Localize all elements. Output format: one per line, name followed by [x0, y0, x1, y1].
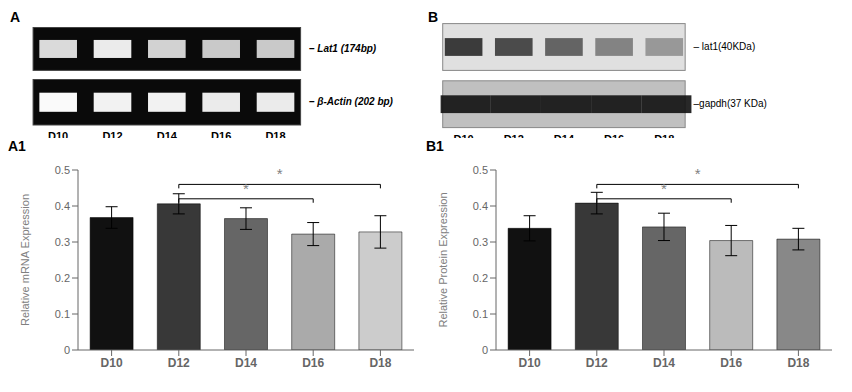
- svg-text:–gapdh(37 KDa): –gapdh(37 KDa): [694, 98, 767, 109]
- svg-text:D12: D12: [586, 356, 608, 370]
- svg-text:D14: D14: [235, 356, 257, 370]
- svg-text:D18: D18: [654, 133, 674, 138]
- svg-text:D16: D16: [720, 356, 742, 370]
- svg-text:*: *: [243, 180, 249, 197]
- svg-text:D18: D18: [369, 356, 391, 370]
- html-text:B1: B1: [426, 138, 444, 154]
- svg-text:0.1: 0.1: [55, 308, 70, 320]
- svg-text:D14: D14: [653, 356, 675, 370]
- html-text:A1: A1: [8, 138, 26, 154]
- svg-text:0: 0: [64, 344, 70, 356]
- svg-text:D16: D16: [604, 133, 624, 138]
- svg-text:D16: D16: [302, 356, 324, 370]
- svg-text:D12: D12: [168, 356, 190, 370]
- svg-text:D12: D12: [504, 133, 524, 138]
- svg-text:0.5: 0.5: [473, 164, 488, 176]
- svg-text:Relative mRNA Expression: Relative mRNA Expression: [19, 194, 31, 326]
- svg-text:D16: D16: [211, 130, 231, 138]
- svg-text:– lat1(40KDa): – lat1(40KDa): [694, 41, 756, 52]
- svg-text:D12: D12: [102, 130, 122, 138]
- svg-text:0.2: 0.2: [55, 272, 70, 284]
- svg-text:A: A: [10, 9, 20, 25]
- svg-text:D10: D10: [48, 130, 68, 138]
- svg-text:D14: D14: [554, 133, 575, 138]
- svg-text:D14: D14: [157, 130, 178, 138]
- svg-text:D18: D18: [265, 130, 285, 138]
- svg-text:0: 0: [482, 344, 488, 356]
- svg-text:D10: D10: [519, 356, 541, 370]
- svg-text:0.3: 0.3: [473, 236, 488, 248]
- svg-text:*: *: [661, 180, 667, 197]
- svg-text:0.5: 0.5: [55, 164, 70, 176]
- svg-text:0.3: 0.3: [55, 236, 70, 248]
- svg-text:– β-Actin (202 bp): – β-Actin (202 bp): [309, 96, 394, 107]
- svg-text:Relative Protein Expression: Relative Protein Expression: [437, 192, 449, 327]
- svg-text:– Lat1 (174bp): – Lat1 (174bp): [309, 43, 377, 54]
- svg-text:0.1: 0.1: [473, 308, 488, 320]
- svg-text:D18: D18: [787, 356, 809, 370]
- svg-text:*: *: [695, 165, 701, 182]
- svg-text:B: B: [428, 9, 438, 25]
- svg-text:*: *: [277, 165, 283, 182]
- svg-text:D10: D10: [101, 356, 123, 370]
- svg-text:D10: D10: [454, 133, 474, 138]
- svg-text:0.4: 0.4: [55, 200, 70, 212]
- svg-text:0.4: 0.4: [473, 200, 488, 212]
- svg-text:0.2: 0.2: [473, 272, 488, 284]
